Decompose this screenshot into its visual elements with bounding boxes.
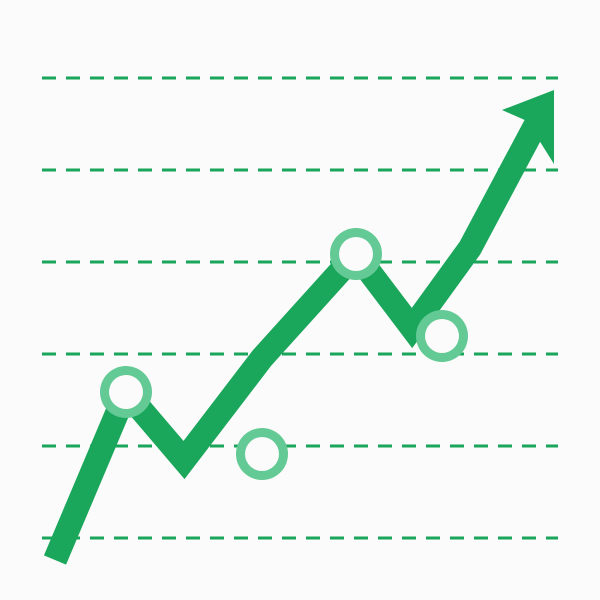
growth-chart xyxy=(0,0,600,600)
marker-hole xyxy=(109,375,143,409)
marker-hole xyxy=(245,437,279,471)
marker-hole xyxy=(425,319,459,353)
marker-hole xyxy=(339,237,373,271)
